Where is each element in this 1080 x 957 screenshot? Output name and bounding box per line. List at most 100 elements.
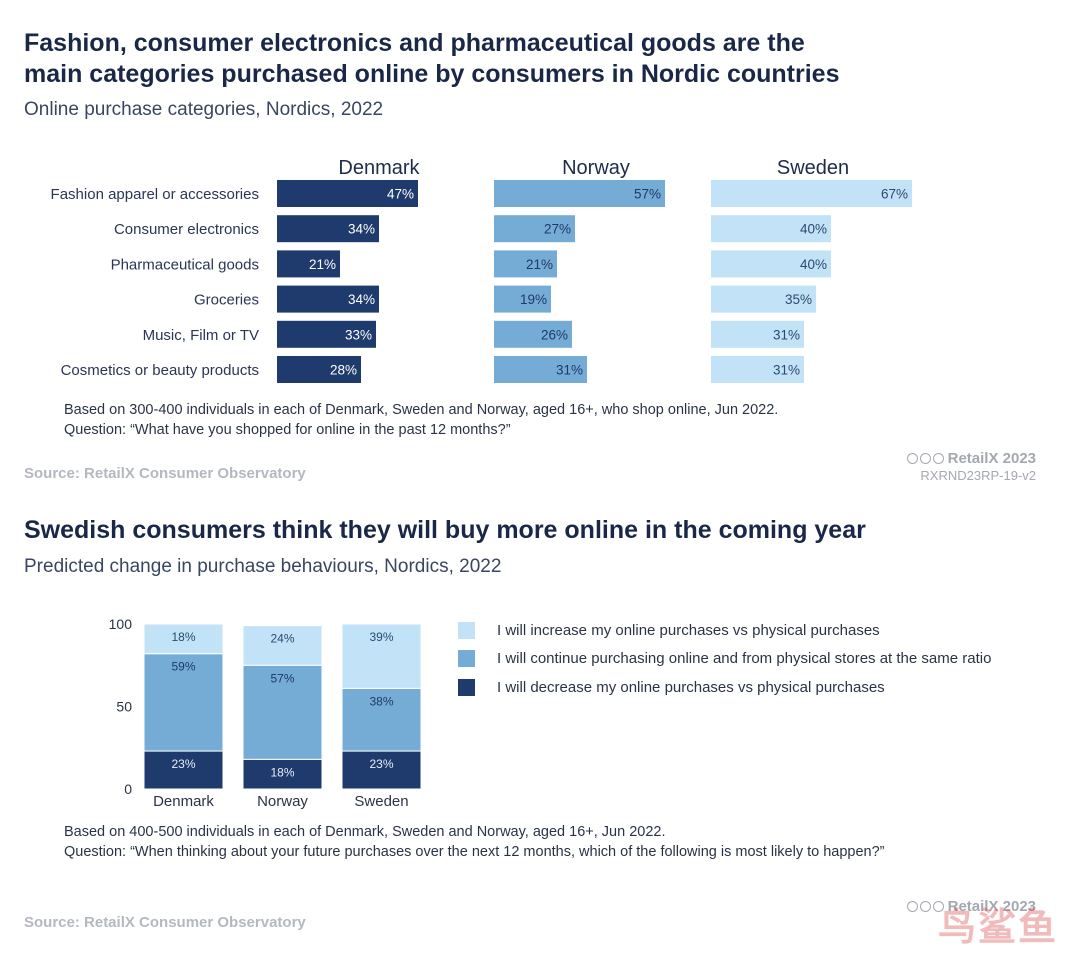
legend-label: I will increase my online purchases vs p… <box>497 621 880 639</box>
bar-sweden-groceries <box>711 285 816 313</box>
bar-denmark-consumer-electronics <box>277 215 379 243</box>
chart1-note-line1: Based on 300-400 individuals in each of … <box>64 402 779 418</box>
bar-norway-groceries <box>494 285 551 313</box>
bar-sweden-pharmaceutical-goods <box>711 250 831 278</box>
stack-value-label: 59% <box>171 660 195 674</box>
stack-value-label: 23% <box>369 757 393 771</box>
bar-value-label: 67% <box>881 187 908 202</box>
bar-sweden-music-film-or-tv <box>711 320 804 348</box>
bar-denmark-groceries <box>277 285 379 313</box>
category-label-cosmetics-or-beauty-products: Cosmetics or beauty products <box>61 362 259 379</box>
panel-label-sweden: Sweden <box>777 157 849 179</box>
bar-value-label: 19% <box>520 292 547 307</box>
bar-value-label: 27% <box>544 222 571 237</box>
panel-label-denmark: Denmark <box>338 157 420 179</box>
bar-norway-cosmetics-or-beauty-products <box>494 356 587 383</box>
bar-value-label: 40% <box>800 257 827 272</box>
chart1-source: Source: RetailX Consumer Observatory <box>24 465 306 482</box>
bar-value-label: 40% <box>800 222 827 237</box>
legend-swatch <box>458 621 475 639</box>
chart1-brand-text: RetailX 2023 <box>947 450 1036 467</box>
bar-denmark-fashion-apparel-or-accessories <box>277 180 418 207</box>
stack-sweden-0 <box>341 750 422 790</box>
bar-value-label: 47% <box>387 187 414 202</box>
chart2-subtitle: Predicted change in purchase behaviours,… <box>24 556 502 577</box>
chart2-legend: I will increase my online purchases vs p… <box>458 616 991 702</box>
x-tick-label-sweden: Sweden <box>354 793 408 810</box>
stack-norway-1 <box>242 664 323 760</box>
bar-value-label: 21% <box>526 257 553 272</box>
bar-value-label: 57% <box>634 187 661 202</box>
stack-value-label: 38% <box>369 694 393 708</box>
stack-sweden-1 <box>341 687 422 752</box>
legend-label: I will continue purchasing online and fr… <box>497 650 992 668</box>
bar-value-label: 33% <box>345 327 372 342</box>
stack-value-label: 39% <box>369 630 393 644</box>
legend-label: I will decrease my online purchases vs p… <box>497 678 885 696</box>
bar-denmark-cosmetics-or-beauty-products <box>277 356 361 383</box>
chart1-title-line1: Fashion, consumer electronics and pharma… <box>24 29 805 57</box>
category-label-pharmaceutical-goods: Pharmaceutical goods <box>111 256 259 273</box>
bar-value-label: 31% <box>773 327 800 342</box>
category-label-groceries: Groceries <box>194 292 259 309</box>
chart1-note-line2: Question: “What have you shopped for onl… <box>64 422 511 438</box>
stack-sweden-2 <box>341 623 422 689</box>
bar-value-label: 31% <box>556 363 583 378</box>
stack-value-label: 18% <box>270 765 294 779</box>
stack-denmark-2 <box>143 623 224 655</box>
bar-value-label: 26% <box>541 327 568 342</box>
chart1-title-line2: main categories purchased online by cons… <box>24 60 840 88</box>
bar-value-label: 34% <box>348 292 375 307</box>
legend-item: I will continue purchasing online and fr… <box>458 645 991 674</box>
bar-norway-music-film-or-tv <box>494 320 572 348</box>
bar-sweden-fashion-apparel-or-accessories <box>711 180 912 207</box>
stack-norway-0 <box>242 758 323 790</box>
chart1-subtitle: Online purchase categories, Nordics, 202… <box>24 99 384 120</box>
bar-value-label: 31% <box>773 363 800 378</box>
chart2-note-line1: Based on 400-500 individuals in each of … <box>64 824 666 840</box>
bar-value-label: 34% <box>348 222 375 237</box>
legend-swatch <box>458 678 475 696</box>
bar-value-label: 28% <box>330 363 357 378</box>
creative-commons-icon <box>906 453 944 464</box>
category-label-consumer-electronics: Consumer electronics <box>114 221 259 238</box>
stack-value-label: 23% <box>171 757 195 771</box>
legend-item: I will increase my online purchases vs p… <box>458 616 991 645</box>
bar-norway-fashion-apparel-or-accessories <box>494 180 665 207</box>
legend-item: I will decrease my online purchases vs p… <box>458 673 991 702</box>
chart2-note: Based on 400-500 individuals in each of … <box>64 822 885 862</box>
y-tick-label: 50 <box>116 699 132 715</box>
chart2-stacked-bars: 0 50 100 23% 59% 18% Denmark 18% 57% 24% Norway 23%… <box>109 616 422 810</box>
stack-value-label: 57% <box>270 671 294 685</box>
chart2-brand: RetailX 2023 <box>906 898 1036 915</box>
legend-swatch <box>458 650 475 668</box>
stack-norway-2 <box>242 625 323 666</box>
chart2-note-line2: Question: “When thinking about your futu… <box>64 844 885 860</box>
bar-sweden-consumer-electronics <box>711 215 831 243</box>
chart2-title: Swedish consumers think they will buy mo… <box>24 516 866 544</box>
chart1-horizontal-bars: Fashion apparel or accessories Consumer e… <box>51 157 912 383</box>
stack-denmark-1 <box>143 653 224 752</box>
bar-value-label: 35% <box>785 292 812 307</box>
chart1-brand: RetailX 2023 <box>906 450 1036 467</box>
category-label-fashion-apparel-or-accessories: Fashion apparel or accessories <box>51 186 259 203</box>
bar-value-label: 21% <box>309 257 336 272</box>
chart1-title: Fashion, consumer electronics and pharma… <box>24 28 840 90</box>
x-tick-label-norway: Norway <box>257 793 308 810</box>
stack-denmark-0 <box>143 750 224 790</box>
chart1-code: RXRND23RP-19-v2 <box>920 468 1036 483</box>
bar-norway-pharmaceutical-goods <box>494 250 557 278</box>
stack-value-label: 24% <box>270 632 294 646</box>
creative-commons-icon <box>906 901 944 912</box>
y-tick-label: 100 <box>109 616 133 632</box>
watermark: 鸟鲨鱼 <box>937 907 1058 949</box>
bar-sweden-cosmetics-or-beauty-products <box>711 356 804 383</box>
bar-norway-consumer-electronics <box>494 215 575 243</box>
chart1-note: Based on 300-400 individuals in each of … <box>64 400 778 440</box>
chart2-brand-text: RetailX 2023 <box>947 898 1036 915</box>
y-tick-label: 0 <box>124 781 132 797</box>
bar-denmark-pharmaceutical-goods <box>277 250 340 278</box>
panel-label-norway: Norway <box>562 157 630 179</box>
bar-denmark-music-film-or-tv <box>277 320 376 348</box>
x-tick-label-denmark: Denmark <box>153 793 214 810</box>
